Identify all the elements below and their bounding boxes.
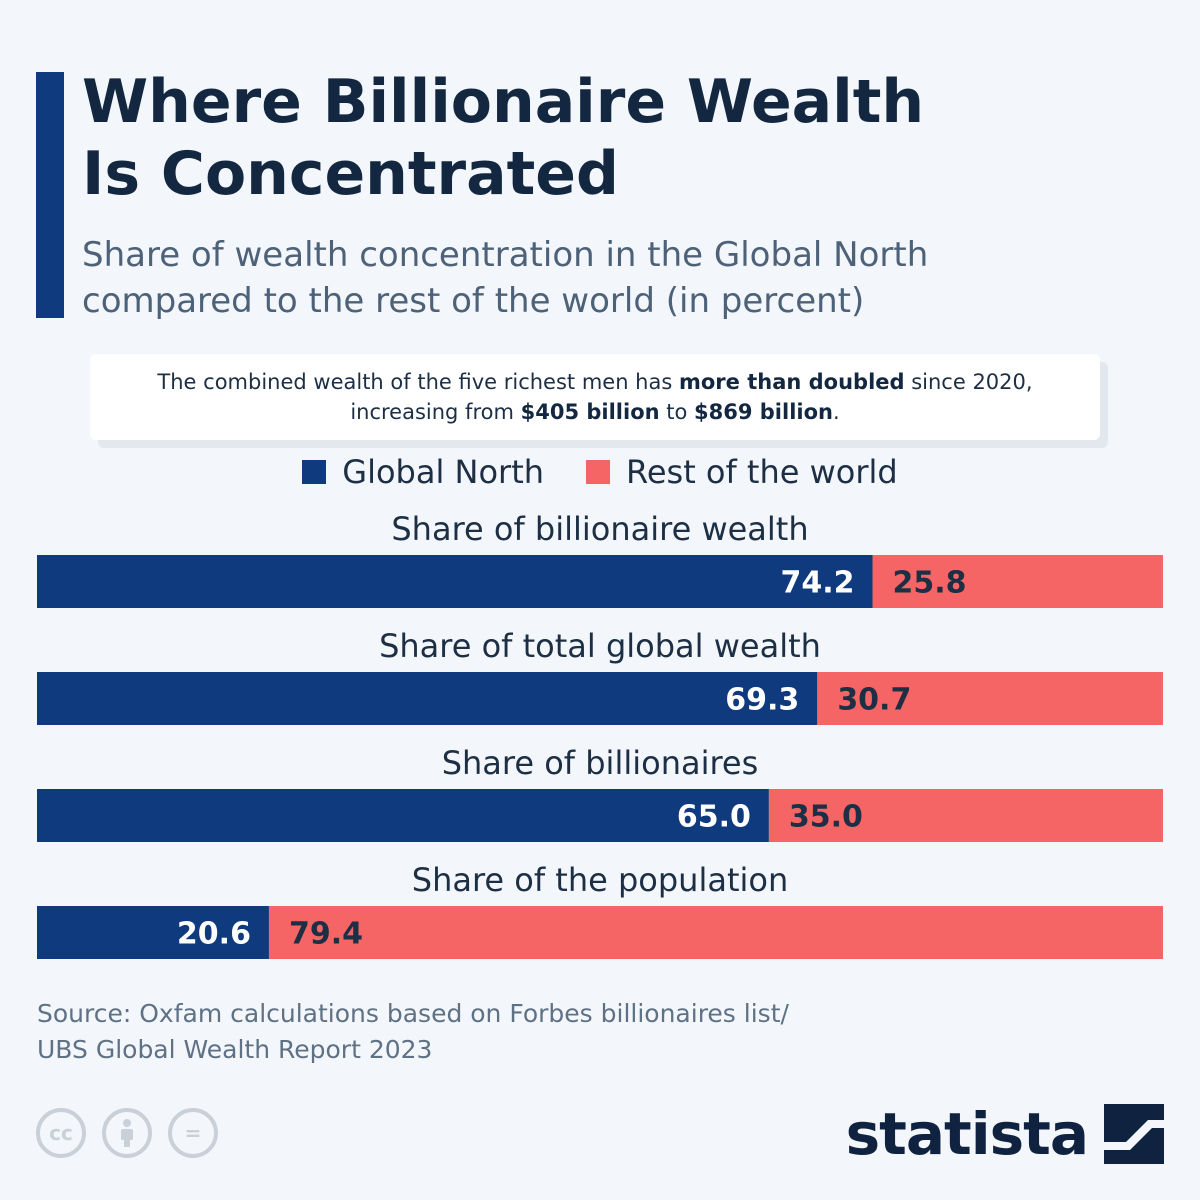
bar-rest-of-the-world-share-of-billionaire-wealth bbox=[872, 555, 1163, 608]
note-text-1: The combined wealth of the five richest … bbox=[157, 370, 679, 394]
legend-label-rest-of-world: Rest of the world bbox=[626, 453, 898, 491]
note-text-2: since 2020, bbox=[904, 370, 1033, 394]
nd-icon-text: = bbox=[184, 1121, 202, 1145]
page-title: Where Billionaire Wealth Is Concentrated bbox=[82, 66, 1162, 210]
note-bold-2: $405 billion bbox=[520, 400, 660, 424]
bar-rest-of-the-world-share-of-total-global-wealth bbox=[817, 672, 1163, 725]
cc-icon-text: cc bbox=[49, 1121, 73, 1145]
value-label-global-north-share-of-the-population: 20.6 bbox=[177, 917, 251, 952]
value-label-global-north-share-of-billionaire-wealth: 74.2 bbox=[780, 566, 854, 601]
source-note: Source: Oxfam calculations based on Forb… bbox=[37, 996, 937, 1068]
category-label-share-of-the-population: Share of the population bbox=[412, 861, 789, 899]
value-label-rest-of-the-world-share-of-billionaires: 35.0 bbox=[789, 800, 863, 835]
person-icon bbox=[121, 1119, 133, 1147]
note-bold-3: $869 billion bbox=[694, 400, 833, 424]
subtitle-line-1: Share of wealth concentration in the Glo… bbox=[82, 235, 929, 275]
note-bold-1: more than doubled bbox=[678, 370, 905, 394]
stacked-bar-chart: Share of billionaire wealth 74.2 25.8 Share… bbox=[37, 510, 1163, 959]
legend-swatch-global-north bbox=[302, 460, 327, 484]
legend-item-global-north: Global North bbox=[302, 453, 544, 491]
value-label-global-north-share-of-billionaires: 65.0 bbox=[677, 800, 751, 835]
category-label-share-of-billionaire-wealth: Share of billionaire wealth bbox=[391, 510, 808, 548]
page-subtitle: Share of wealth concentration in the Glo… bbox=[82, 232, 1162, 324]
bar-rest-of-the-world-share-of-billionaires bbox=[768, 789, 1163, 842]
statista-logo-icon bbox=[1104, 1104, 1164, 1164]
legend-swatch-rest-of-world bbox=[586, 460, 611, 484]
subtitle-line-2: compared to the rest of the world (in pe… bbox=[82, 281, 865, 321]
no-derivatives-icon[interactable]: = bbox=[168, 1108, 218, 1158]
source-line-2: UBS Global Wealth Report 2023 bbox=[37, 1035, 433, 1064]
logo-text: statista bbox=[845, 1100, 1089, 1168]
value-label-global-north-share-of-total-global-wealth: 69.3 bbox=[725, 683, 799, 718]
category-label-share-of-billionaires: Share of billionaires bbox=[442, 744, 759, 782]
bar-global-north-share-of-the-population bbox=[37, 906, 269, 959]
legend-item-rest-of-world: Rest of the world bbox=[586, 453, 898, 491]
attribution-icon[interactable] bbox=[102, 1108, 152, 1158]
value-label-rest-of-the-world-share-of-the-population: 79.4 bbox=[289, 917, 363, 952]
title-accent-bar bbox=[36, 72, 64, 318]
bar-global-north-share-of-total-global-wealth bbox=[37, 672, 818, 725]
note-text-5: . bbox=[832, 400, 840, 424]
category-label-share-of-total-global-wealth: Share of total global wealth bbox=[379, 627, 821, 665]
legend-label-global-north: Global North bbox=[342, 453, 545, 491]
annotation-box: The combined wealth of the five richest … bbox=[90, 354, 1100, 440]
chart-legend: Global North Rest of the world bbox=[0, 452, 1200, 492]
statista-logo[interactable]: statista bbox=[846, 1100, 1164, 1168]
note-text-4: to bbox=[659, 400, 695, 424]
title-line-2: Is Concentrated bbox=[82, 139, 619, 209]
source-line-1: Source: Oxfam calculations based on Forb… bbox=[37, 999, 789, 1028]
title-line-1: Where Billionaire Wealth bbox=[82, 67, 925, 137]
cc-icon[interactable]: cc bbox=[36, 1108, 86, 1158]
value-label-rest-of-the-world-share-of-total-global-wealth: 30.7 bbox=[837, 683, 911, 718]
bar-global-north-share-of-billionaire-wealth bbox=[37, 555, 873, 608]
license-icons: cc = bbox=[36, 1108, 218, 1158]
value-label-rest-of-the-world-share-of-billionaire-wealth: 25.8 bbox=[892, 566, 966, 601]
bar-rest-of-the-world-share-of-the-population bbox=[268, 906, 1163, 959]
bar-global-north-share-of-billionaires bbox=[37, 789, 769, 842]
note-text-3: increasing from bbox=[350, 400, 521, 424]
